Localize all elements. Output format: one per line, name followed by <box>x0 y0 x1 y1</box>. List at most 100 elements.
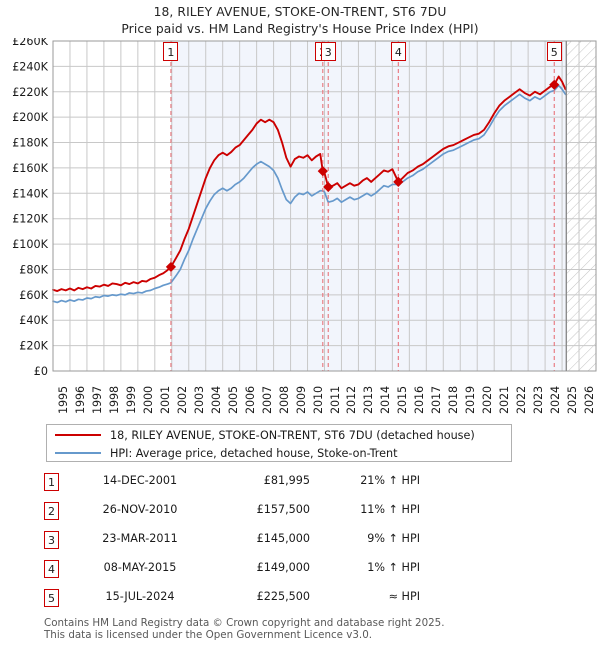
title-line-1: 18, RILEY AVENUE, STOKE-ON-TRENT, ST6 7D… <box>153 5 447 19</box>
y-axis-tick-label: £160K <box>12 162 48 175</box>
x-axis-tick-label: 1997 <box>90 385 104 414</box>
chart-callout-1: 1 <box>163 41 179 61</box>
x-axis-tick-label: 2003 <box>192 385 206 414</box>
x-axis-tick-label: 2020 <box>481 385 495 414</box>
y-axis-tick-label: £260K <box>12 38 48 48</box>
table-row: 5 15-JUL-2024 £225,500 ≈ HPI <box>44 586 464 615</box>
sale-price: £225,500 <box>256 590 310 603</box>
sale-marker-diamond <box>549 79 560 90</box>
chart-callout-4: 4 <box>390 41 406 61</box>
x-axis-tick-label: 2021 <box>498 385 512 414</box>
plot-frame <box>52 40 597 372</box>
x-axis-tick-label: 2026 <box>583 385 597 414</box>
chart-callout-5: 5 <box>546 41 562 61</box>
sale-price: £149,000 <box>256 561 310 574</box>
x-axis-tick-label: 2016 <box>413 385 427 414</box>
x-axis-tick-label: 2017 <box>430 385 444 414</box>
x-axis-tick-label: 2009 <box>294 385 308 414</box>
sale-markers <box>165 41 560 371</box>
sale-index-badge: 1 <box>44 473 59 491</box>
y-axis-tick-label: £20K <box>19 340 48 353</box>
sale-index-badge: 3 <box>44 531 59 549</box>
x-axis-tick-label: 1998 <box>107 385 121 414</box>
sale-price: £145,000 <box>256 532 310 545</box>
sale-marker-diamond <box>323 181 334 193</box>
x-axis-tick-label: 2000 <box>141 385 155 414</box>
sale-index-badge: 5 <box>44 589 59 607</box>
x-axis-tick-label: 2019 <box>464 385 478 414</box>
y-axis-tick-label: £140K <box>12 187 48 200</box>
sale-price: £81,995 <box>263 474 310 487</box>
y-axis-tick-label: £240K <box>12 60 48 73</box>
x-axis-tick-label: 2005 <box>226 385 240 414</box>
chart-legend: 18, RILEY AVENUE, STOKE-ON-TRENT, ST6 7D… <box>46 424 512 462</box>
y-axis-tick-label: £100K <box>12 238 48 251</box>
sale-date: 26-NOV-2010 <box>102 503 178 516</box>
x-axis-tick-label: 2014 <box>379 385 393 414</box>
table-row: 4 08-MAY-2015 £149,000 1% ↑ HPI <box>44 557 464 586</box>
series-line-price-paid <box>52 75 567 292</box>
x-axis-tick-label: 2025 <box>566 385 580 414</box>
grid-lines: £0 £20K £40K £60K £80K £100K £120K £140K £160K £1… <box>12 38 597 378</box>
y-axis-tick-label: £80K <box>19 263 48 276</box>
y-axis-tick-label: £40K <box>19 314 48 327</box>
y-axis-tick-label: £180K <box>12 137 48 150</box>
footer-line-2: This data is licensed under the Open Gov… <box>44 628 373 641</box>
legend-label-price-paid: 18, RILEY AVENUE, STOKE-ON-TRENT, ST6 7D… <box>110 428 475 442</box>
sale-date: 14-DEC-2001 <box>102 474 178 487</box>
x-axis-tick-label: 2013 <box>362 385 376 414</box>
sale-marker-diamond <box>317 165 328 177</box>
sale-date: 08-MAY-2015 <box>103 561 177 574</box>
sale-hpi-delta: 11% ↑ HPI <box>360 503 420 516</box>
page-title: 18, RILEY AVENUE, STOKE-ON-TRENT, ST6 7D… <box>0 4 600 38</box>
sale-hpi-delta: 1% ↑ HPI <box>367 561 420 574</box>
x-axis-tick-label: 2024 <box>549 385 563 414</box>
x-axis-labels: 1995 1996 1997 1998 1999 2000 2001 2002 2003 2004… <box>0 378 600 418</box>
legend-label-hpi: HPI: Average price, detached house, Stok… <box>110 446 398 460</box>
legend-swatch-price-paid <box>55 434 101 436</box>
sale-hpi-delta: ≈ HPI <box>388 590 420 603</box>
chart-area: £0 £20K £40K £60K £80K £100K £120K £140K £160K £1… <box>0 38 600 378</box>
legend-item-hpi: HPI: Average price, detached house, Stok… <box>55 444 511 462</box>
x-axis-tick-label: 2010 <box>311 385 325 414</box>
x-axis-tick-label: 2012 <box>345 385 359 414</box>
y-axis-tick-label: £200K <box>12 111 48 124</box>
y-axis-tick-label: £220K <box>12 86 48 99</box>
sale-marker-diamond <box>393 176 404 187</box>
x-axis-tick-label: 2004 <box>209 385 223 414</box>
price-history-line-chart: £0 £20K £40K £60K £80K £100K £120K £140K £160K £1… <box>12 38 597 378</box>
series-line-hpi <box>52 84 567 304</box>
sales-history-table: 1 14-DEC-2001 £81,995 21% ↑ HPI 2 26-NOV-2010… <box>44 470 464 615</box>
table-row: 1 14-DEC-2001 £81,995 21% ↑ HPI <box>44 470 464 499</box>
x-axis-tick-label: 2018 <box>447 385 461 414</box>
sale-price: £157,500 <box>256 503 310 516</box>
y-axis-tick-label: £120K <box>12 213 48 226</box>
sale-date: 15-JUL-2024 <box>105 590 175 603</box>
x-axis-tick-label: 2002 <box>175 385 189 414</box>
x-axis-tick-label: 1999 <box>124 385 138 414</box>
table-row: 3 23-MAR-2011 £145,000 9% ↑ HPI <box>44 528 464 557</box>
x-axis-tick-label: 1995 <box>57 385 70 414</box>
x-axis-tick-label: 2008 <box>277 385 291 414</box>
footer-line-1: Contains HM Land Registry data © Crown c… <box>44 617 445 629</box>
x-axis-tick-label: 2023 <box>532 385 546 414</box>
legend-item-price-paid: 18, RILEY AVENUE, STOKE-ON-TRENT, ST6 7D… <box>55 426 511 444</box>
x-axis-tick-label: 2011 <box>328 385 342 414</box>
y-axis-tick-label: £0 <box>34 365 48 378</box>
sale-hpi-delta: 9% ↑ HPI <box>367 532 420 545</box>
sale-index-badge: 2 <box>44 502 59 520</box>
x-axis-tick-label: 2007 <box>260 385 274 414</box>
x-axis-tick-label: 2022 <box>515 385 529 414</box>
table-row: 2 26-NOV-2010 £157,500 11% ↑ HPI <box>44 499 464 528</box>
sale-date: 23-MAR-2011 <box>102 532 178 545</box>
x-axis-tick-label: 2015 <box>396 385 410 414</box>
y-axis-tick-label: £60K <box>19 289 48 302</box>
chart-callout-3: 3 <box>320 41 336 61</box>
data-series <box>52 75 567 304</box>
sale-hpi-delta: 21% ↑ HPI <box>360 474 420 487</box>
x-axis-tick-label: 2006 <box>243 385 257 414</box>
x-axis-tick-label: 2001 <box>158 385 172 414</box>
attribution-footer: Contains HM Land Registry data © Crown c… <box>44 617 564 641</box>
title-line-2: Price paid vs. HM Land Registry's House … <box>121 22 479 36</box>
